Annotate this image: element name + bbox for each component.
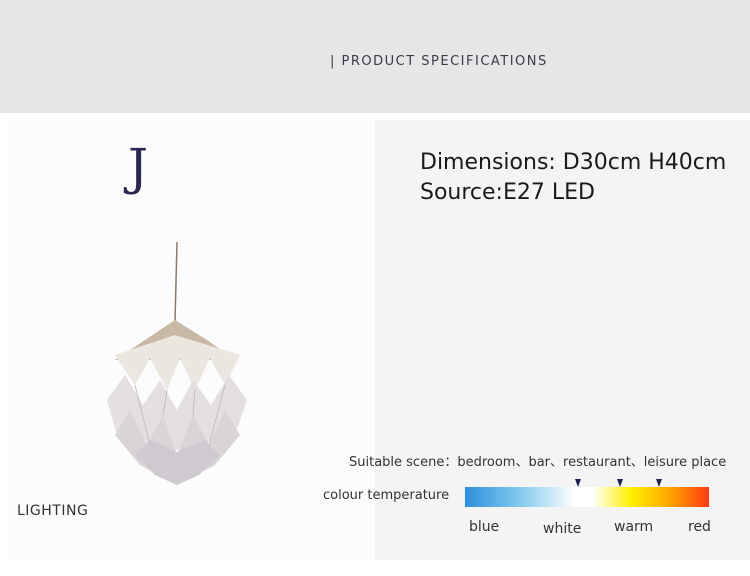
pendant-lamp-image [107,241,247,485]
section-title: | PRODUCT SPECIFICATIONS [330,54,548,69]
model-letter: J [128,138,149,196]
scale-label-red: red [688,519,711,535]
source-text: Source:E27 LED [420,180,595,205]
marker-icon [575,479,581,487]
dimensions-text: Dimensions: D30cm H40cm [420,150,727,175]
header-banner: | PRODUCT SPECIFICATIONS [0,0,750,113]
spec-panel [375,120,750,560]
suitable-scene-text: Suitable scene：bedroom、bar、restaurant、le… [349,455,727,470]
colour-temperature-bar [465,487,709,507]
scale-label-white: white [543,521,582,537]
marker-icon [617,479,623,487]
scale-label-blue: blue [469,519,500,535]
category-label: LIGHTING [17,503,89,519]
scale-label-warm: warm [614,519,654,535]
marker-icon [656,479,662,487]
colour-temperature-label: colour temperature [323,488,450,503]
